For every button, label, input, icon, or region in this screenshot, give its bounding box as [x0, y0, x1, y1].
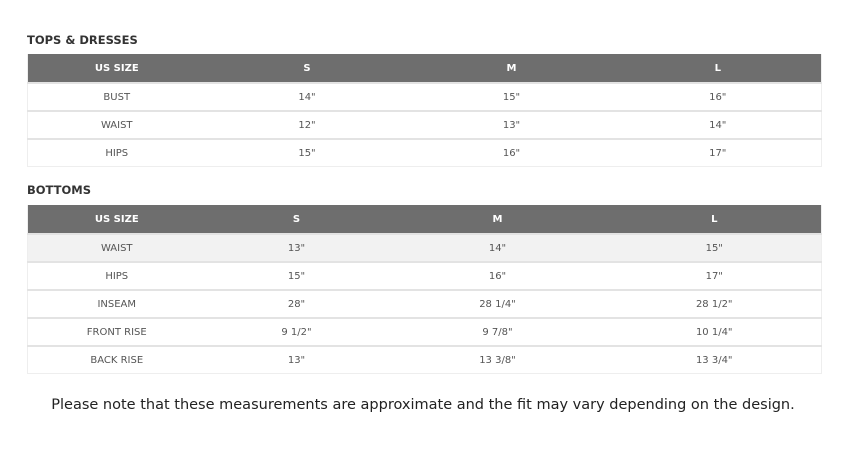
- tops-section-title: TOPS & DRESSES: [27, 33, 138, 47]
- table-row: BACK RISE 13" 13 3/8" 13 3/4": [27, 345, 822, 374]
- table-row: WAIST 13" 14" 15": [27, 233, 822, 262]
- tops-size-table: US SIZE S M L BUST 14" 15" 16" WAIST 12" 13" 1…: [27, 54, 822, 167]
- table-row: HIPS 15" 16" 17": [27, 261, 822, 290]
- table-cell: 10 1/4": [607, 317, 822, 346]
- bottoms-size-table: US SIZE S M L WAIST 13" 14" 15" HIPS 15" 16" 1…: [27, 205, 822, 374]
- table-cell: 15": [408, 82, 615, 111]
- table-row: BUST 14" 15" 16": [27, 82, 822, 111]
- table-cell: 17": [614, 138, 822, 167]
- table-cell: 28 1/4": [387, 289, 608, 318]
- table-row: INSEAM 28" 28 1/4" 28 1/2": [27, 289, 822, 318]
- table-cell: 9 7/8": [387, 317, 608, 346]
- column-header: US SIZE: [27, 54, 206, 83]
- table-cell: 16": [408, 138, 615, 167]
- column-header: L: [607, 205, 822, 234]
- table-cell: 13 3/8": [387, 345, 608, 374]
- column-header: S: [205, 54, 409, 83]
- table-cell: 13": [408, 110, 615, 139]
- table-cell: 9 1/2": [205, 317, 388, 346]
- row-label: FRONT RISE: [27, 317, 206, 346]
- table-cell: 28": [205, 289, 388, 318]
- row-label: WAIST: [27, 110, 206, 139]
- table-cell: 14": [614, 110, 822, 139]
- table-cell: 13": [205, 345, 388, 374]
- table-cell: 12": [205, 110, 409, 139]
- table-cell: 13": [205, 233, 388, 262]
- table-cell: 14": [205, 82, 409, 111]
- table-row: WAIST 12" 13" 14": [27, 110, 822, 139]
- table-cell: 28 1/2": [607, 289, 822, 318]
- table-header-row: US SIZE S M L: [27, 54, 822, 83]
- table-cell: 15": [205, 261, 388, 290]
- row-label: BACK RISE: [27, 345, 206, 374]
- table-cell: 17": [607, 261, 822, 290]
- row-label: INSEAM: [27, 289, 206, 318]
- table-cell: 16": [387, 261, 608, 290]
- table-cell: 14": [387, 233, 608, 262]
- bottoms-section-title: BOTTOMS: [27, 183, 91, 197]
- table-cell: 15": [607, 233, 822, 262]
- row-label: HIPS: [27, 138, 206, 167]
- column-header: S: [205, 205, 388, 234]
- row-label: BUST: [27, 82, 206, 111]
- column-header: M: [408, 54, 615, 83]
- table-row: HIPS 15" 16" 17": [27, 138, 822, 167]
- column-header: US SIZE: [27, 205, 206, 234]
- column-header: L: [614, 54, 822, 83]
- table-row: FRONT RISE 9 1/2" 9 7/8" 10 1/4": [27, 317, 822, 346]
- table-header-row: US SIZE S M L: [27, 205, 822, 234]
- row-label: WAIST: [27, 233, 206, 262]
- measurement-disclaimer: Please note that these measurements are …: [51, 397, 795, 413]
- table-cell: 16": [614, 82, 822, 111]
- row-label: HIPS: [27, 261, 206, 290]
- column-header: M: [387, 205, 608, 234]
- table-cell: 15": [205, 138, 409, 167]
- table-cell: 13 3/4": [607, 345, 822, 374]
